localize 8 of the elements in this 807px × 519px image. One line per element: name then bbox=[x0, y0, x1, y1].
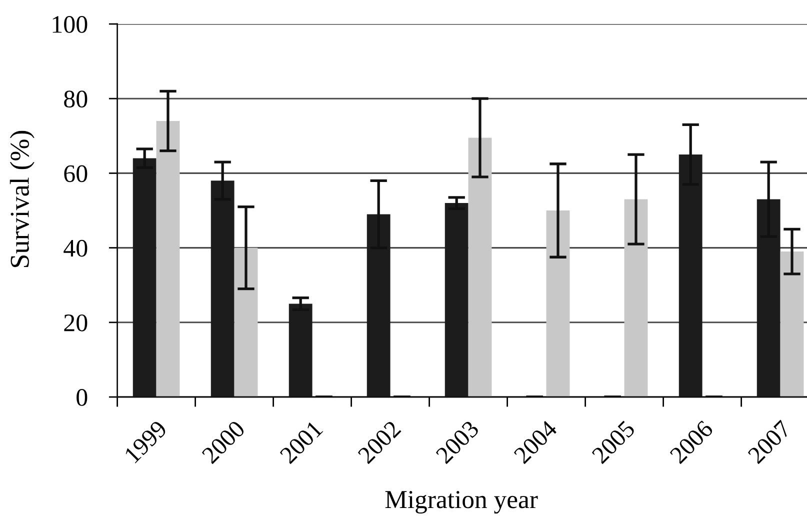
y-tick-label: 100 bbox=[52, 16, 88, 33]
x-axis-title: Migration year bbox=[385, 490, 538, 514]
y-axis-title: Survival (%) bbox=[10, 130, 34, 268]
y-tick-label: 20 bbox=[64, 314, 88, 332]
y-tick-label: 0 bbox=[76, 389, 88, 406]
y-tick-label: 40 bbox=[64, 240, 88, 257]
y-tick-label: 80 bbox=[64, 90, 88, 108]
y-tick-label: 60 bbox=[64, 165, 88, 182]
